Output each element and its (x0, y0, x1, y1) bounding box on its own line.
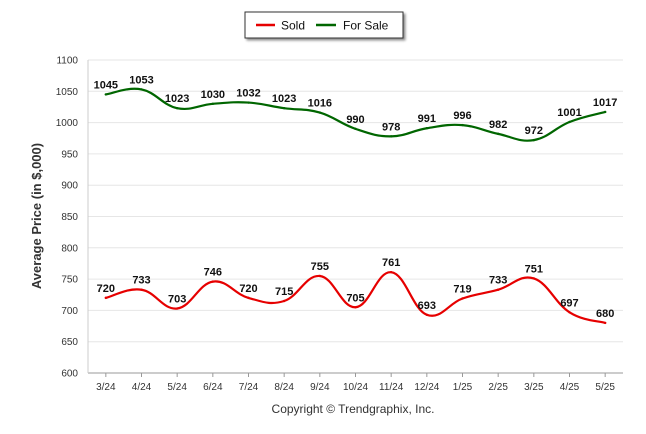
data-point-for-sale (175, 107, 179, 110)
data-point-sold (354, 306, 357, 309)
data-label-sold: 705 (346, 292, 364, 304)
data-point-for-sale (425, 127, 429, 130)
x-tick-label: 1/25 (453, 382, 473, 393)
y-tick-label: 1050 (56, 87, 79, 98)
y-tick-label: 700 (61, 306, 78, 317)
data-label-sold: 719 (453, 284, 471, 296)
data-point-sold (247, 296, 250, 300)
data-point-for-sale (461, 123, 464, 127)
data-point-sold (568, 311, 571, 314)
data-point-for-sale (140, 88, 143, 91)
x-tick-label: 8/24 (274, 382, 294, 393)
data-label-for-sale: 991 (418, 113, 436, 125)
data-label-sold: 761 (382, 257, 400, 269)
y-tick-label: 1000 (56, 118, 79, 129)
data-label-sold: 693 (418, 300, 436, 312)
x-tick-label: 11/24 (379, 382, 404, 393)
data-point-sold (318, 274, 322, 278)
x-tick-label: 6/24 (203, 382, 223, 393)
x-tick-label: 4/25 (560, 382, 580, 393)
data-label-for-sale: 1001 (557, 107, 581, 119)
data-point-sold (603, 321, 607, 325)
x-tick-label: 10/24 (343, 382, 368, 393)
data-point-sold (175, 307, 179, 310)
data-label-for-sale: 1016 (308, 98, 332, 110)
data-label-for-sale: 982 (489, 119, 507, 131)
y-tick-label: 900 (61, 181, 78, 192)
data-point-for-sale (496, 132, 500, 136)
data-label-for-sale: 1032 (236, 88, 260, 100)
data-label-for-sale: 1030 (201, 89, 225, 101)
x-tick-label: 12/24 (414, 382, 439, 393)
x-tick-label: 2/25 (488, 382, 508, 393)
data-point-for-sale (211, 102, 215, 106)
y-tick-label: 950 (61, 149, 78, 160)
data-point-sold (532, 277, 536, 280)
data-point-for-sale (247, 101, 250, 104)
y-tick-label: 800 (61, 243, 78, 254)
data-point-sold (461, 297, 464, 300)
data-label-sold: 755 (311, 261, 329, 273)
x-tick-label: 3/24 (96, 382, 116, 393)
data-point-sold (425, 313, 429, 316)
data-label-sold: 703 (168, 294, 186, 306)
data-point-sold (282, 299, 286, 303)
legend-label-for-sale: For Sale (343, 19, 389, 33)
x-tick-label: 5/24 (167, 382, 187, 393)
data-label-for-sale: 972 (525, 125, 543, 137)
legend-label-sold: Sold (281, 19, 305, 33)
data-point-sold (496, 288, 500, 291)
y-tick-label: 1100 (56, 56, 78, 67)
axes: 600 650 700 750 800 850 900 950 1000 1050 1100 3/24… (56, 56, 616, 394)
legend: Sold For Sale (244, 11, 404, 39)
data-label-for-sale: 1023 (272, 93, 296, 105)
data-label-sold: 697 (560, 297, 578, 309)
data-point-for-sale (532, 138, 536, 142)
x-tick-label: 3/25 (524, 382, 544, 393)
data-point-for-sale (354, 127, 357, 131)
data-label-for-sale: 1053 (129, 74, 153, 86)
data-point-for-sale (318, 111, 322, 114)
x-tick-label: 7/24 (239, 382, 259, 393)
data-labels: 720 733 703 746 720 715 755 705 761 693 719 733 751 6… (94, 74, 618, 319)
data-point-for-sale (282, 107, 286, 110)
data-label-for-sale: 1023 (165, 93, 189, 105)
y-tick-label: 850 (61, 212, 78, 223)
series (104, 87, 607, 325)
y-axis-label: Average Price (in $,000) (29, 143, 44, 289)
data-label-sold: 720 (97, 283, 115, 295)
data-label-sold: 751 (525, 263, 543, 275)
x-tick-label: 9/24 (310, 382, 330, 393)
data-label-sold: 715 (275, 286, 293, 298)
data-point-for-sale (568, 120, 571, 124)
data-label-for-sale: 996 (453, 110, 471, 122)
data-label-for-sale: 1045 (94, 79, 118, 91)
x-tick-label: 4/24 (132, 382, 152, 393)
data-point-sold (140, 288, 143, 291)
data-label-sold: 733 (489, 275, 507, 287)
data-label-sold: 746 (204, 267, 222, 279)
y-tick-label: 600 (61, 369, 78, 380)
data-label-sold: 720 (239, 283, 257, 295)
data-label-for-sale: 990 (346, 114, 364, 126)
data-point-sold (211, 280, 215, 283)
data-label-sold: 680 (596, 308, 614, 320)
y-tick-label: 650 (61, 337, 78, 348)
y-tick-label: 750 (61, 275, 78, 286)
data-label-for-sale: 1017 (593, 97, 617, 109)
data-label-sold: 733 (132, 275, 150, 287)
grid (88, 59, 623, 374)
copyright-text: Copyright © Trendgraphix, Inc. (272, 402, 435, 416)
data-point-sold (389, 271, 393, 274)
data-point-for-sale (104, 93, 108, 96)
x-tick-label: 5/25 (595, 382, 615, 393)
data-label-for-sale: 978 (382, 121, 400, 133)
data-point-sold (104, 296, 108, 300)
data-point-for-sale (603, 110, 607, 114)
data-point-for-sale (389, 135, 393, 138)
